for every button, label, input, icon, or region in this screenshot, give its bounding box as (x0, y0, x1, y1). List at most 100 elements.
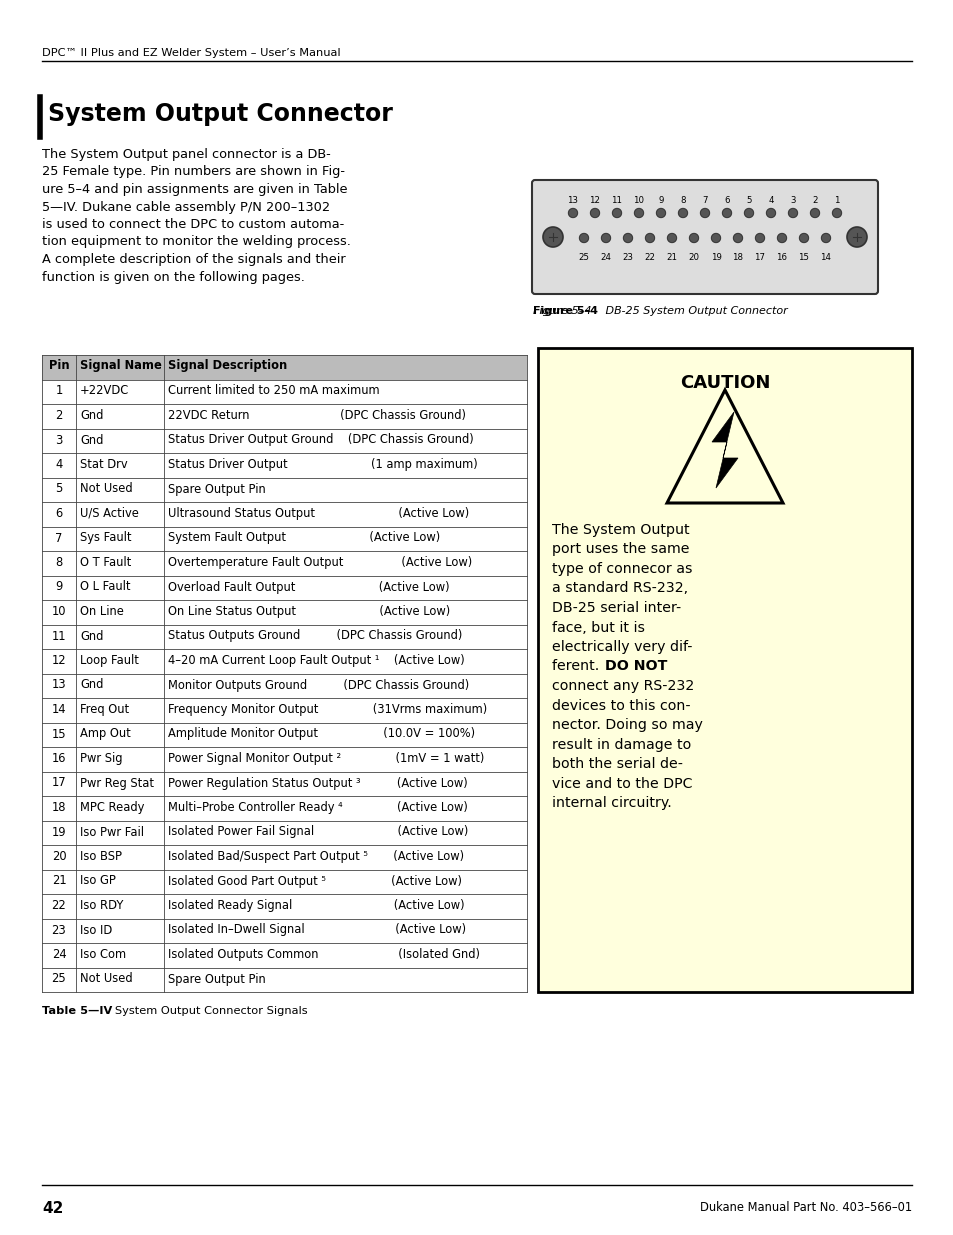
Polygon shape (711, 412, 738, 488)
Circle shape (755, 233, 763, 242)
Text: Isolated Power Fail Signal                       (Active Low): Isolated Power Fail Signal (Active Low) (168, 825, 468, 839)
Text: Figure 5–4    DB-25 System Output Connector: Figure 5–4 DB-25 System Output Connector (533, 306, 787, 316)
Text: O T Fault: O T Fault (80, 556, 132, 569)
Text: 18: 18 (51, 802, 66, 814)
Circle shape (846, 227, 866, 247)
Text: Multi–Probe Controller Ready ⁴               (Active Low): Multi–Probe Controller Ready ⁴ (Active L… (168, 802, 467, 814)
Circle shape (711, 233, 720, 242)
Text: 6: 6 (723, 196, 729, 205)
Text: 21: 21 (666, 253, 677, 262)
Text: face, but it is: face, but it is (552, 620, 644, 635)
Text: System Fault Output                       (Active Low): System Fault Output (Active Low) (168, 531, 439, 545)
Circle shape (700, 209, 709, 217)
Text: Iso GP: Iso GP (80, 874, 115, 888)
Circle shape (689, 233, 698, 242)
Text: On Line Status Output                       (Active Low): On Line Status Output (Active Low) (168, 605, 450, 618)
Text: The System Output: The System Output (552, 522, 689, 537)
Text: devices to this con-: devices to this con- (552, 699, 690, 713)
Text: Signal Name: Signal Name (80, 359, 162, 372)
Text: Freq Out: Freq Out (80, 703, 129, 716)
Text: 25: 25 (578, 253, 589, 262)
FancyBboxPatch shape (532, 180, 877, 294)
Text: 11: 11 (51, 630, 66, 642)
Text: Pwr Reg Stat: Pwr Reg Stat (80, 777, 153, 789)
Text: Overtemperature Fault Output                (Active Low): Overtemperature Fault Output (Active Low… (168, 556, 472, 569)
Text: DPC™ II Plus and EZ Welder System – User’s Manual: DPC™ II Plus and EZ Welder System – User… (42, 48, 340, 58)
Text: On Line: On Line (80, 605, 124, 618)
Text: Isolated Good Part Output ⁵                  (Active Low): Isolated Good Part Output ⁵ (Active Low) (168, 874, 461, 888)
Text: Iso ID: Iso ID (80, 924, 112, 936)
Circle shape (821, 233, 830, 242)
Text: vice and to the DPC: vice and to the DPC (552, 777, 692, 790)
Text: 14: 14 (51, 703, 66, 716)
Text: 17: 17 (51, 777, 67, 789)
Text: DO NOT: DO NOT (604, 659, 666, 673)
Text: connect any RS-232: connect any RS-232 (552, 679, 694, 693)
Text: a standard RS-232,: a standard RS-232, (552, 582, 687, 595)
Text: 8: 8 (55, 556, 63, 569)
FancyBboxPatch shape (42, 354, 526, 379)
Text: both the serial de-: both the serial de- (552, 757, 682, 771)
Text: 19: 19 (51, 825, 66, 839)
Text: Power Signal Monitor Output ²               (1mV = 1 watt): Power Signal Monitor Output ² (1mV = 1 w… (168, 752, 484, 764)
Text: 12: 12 (589, 196, 599, 205)
Text: Amp Out: Amp Out (80, 727, 131, 741)
Text: 13: 13 (567, 196, 578, 205)
Text: 6: 6 (55, 508, 63, 520)
Text: 10: 10 (633, 196, 644, 205)
Text: Gnd: Gnd (80, 678, 103, 692)
Text: 23: 23 (51, 924, 67, 936)
Text: 5—IV. Dukane cable assembly P/N 200–1302: 5—IV. Dukane cable assembly P/N 200–1302 (42, 200, 330, 214)
Text: tion equipment to monitor the welding process.: tion equipment to monitor the welding pr… (42, 236, 351, 248)
Text: 21: 21 (51, 874, 67, 888)
Text: Not Used: Not Used (80, 483, 132, 495)
Text: Monitor Outputs Ground          (DPC Chassis Ground): Monitor Outputs Ground (DPC Chassis Grou… (168, 678, 469, 692)
Text: Iso BSP: Iso BSP (80, 850, 122, 863)
Text: 5: 5 (745, 196, 751, 205)
Text: 25 Female type. Pin numbers are shown in Fig-: 25 Female type. Pin numbers are shown in… (42, 165, 345, 179)
Text: Status Driver Output Ground    (DPC Chassis Ground): Status Driver Output Ground (DPC Chassis… (168, 433, 474, 447)
Text: 7: 7 (55, 531, 63, 545)
Text: Dukane Manual Part No. 403–566–01: Dukane Manual Part No. 403–566–01 (700, 1200, 911, 1214)
Text: O L Fault: O L Fault (80, 580, 131, 594)
Text: 16: 16 (776, 253, 786, 262)
Circle shape (578, 233, 588, 242)
Text: ferent.: ferent. (552, 659, 608, 673)
Text: electrically very dif-: electrically very dif- (552, 640, 692, 655)
Text: Isolated Ready Signal                            (Active Low): Isolated Ready Signal (Active Low) (168, 899, 464, 911)
Text: 4: 4 (767, 196, 773, 205)
Text: CAUTION: CAUTION (679, 374, 769, 391)
Text: 13: 13 (51, 678, 67, 692)
Text: 1: 1 (55, 384, 63, 398)
Text: 12: 12 (51, 655, 67, 667)
Text: Pwr Sig: Pwr Sig (80, 752, 122, 764)
Text: 23: 23 (622, 253, 633, 262)
Text: port uses the same: port uses the same (552, 542, 689, 557)
Text: 20: 20 (688, 253, 699, 262)
Text: 16: 16 (51, 752, 66, 764)
Text: Spare Output Pin: Spare Output Pin (168, 483, 266, 495)
Text: Power Regulation Status Output ³          (Active Low): Power Regulation Status Output ³ (Active… (168, 777, 467, 789)
Text: System Output Connector: System Output Connector (48, 103, 393, 126)
Circle shape (832, 209, 841, 217)
Circle shape (777, 233, 785, 242)
Text: 24: 24 (599, 253, 611, 262)
Text: 2: 2 (811, 196, 817, 205)
Text: U/S Active: U/S Active (80, 508, 139, 520)
Text: Ultrasound Status Output                       (Active Low): Ultrasound Status Output (Active Low) (168, 508, 469, 520)
Circle shape (645, 233, 654, 242)
Circle shape (634, 209, 643, 217)
Text: 17: 17 (754, 253, 764, 262)
Text: 22: 22 (644, 253, 655, 262)
Text: Figure 5–4: Figure 5–4 (533, 306, 598, 316)
Text: 9: 9 (55, 580, 63, 594)
Circle shape (765, 209, 775, 217)
Text: 15: 15 (51, 727, 67, 741)
Text: Signal Description: Signal Description (168, 359, 287, 372)
Circle shape (810, 209, 819, 217)
Text: 7: 7 (701, 196, 707, 205)
Polygon shape (666, 390, 782, 503)
Text: 18: 18 (732, 253, 742, 262)
Circle shape (568, 209, 577, 217)
Text: 42: 42 (42, 1200, 63, 1216)
